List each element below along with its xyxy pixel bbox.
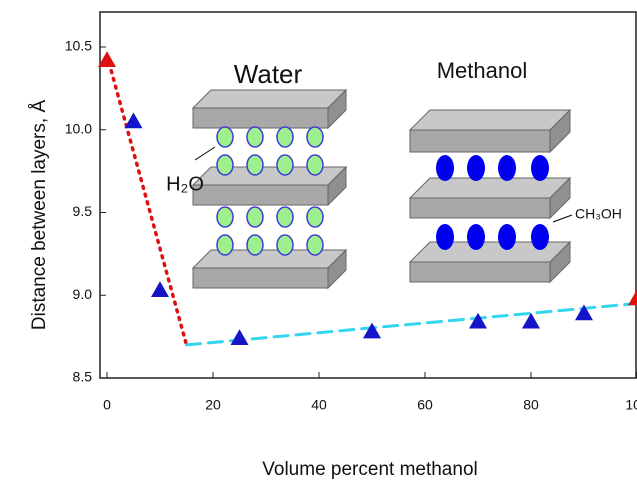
water-molecule [276, 206, 294, 228]
slab-side [549, 108, 571, 154]
water-molecule [216, 206, 234, 228]
point [363, 322, 381, 339]
slab-top [408, 109, 572, 131]
water-molecule [216, 234, 234, 256]
water-molecule [306, 206, 324, 228]
y-tick-label: 10.5 [65, 38, 92, 54]
methanol-molecule [498, 155, 516, 181]
slab-side [549, 176, 571, 220]
point [98, 51, 116, 67]
slab-top [191, 249, 348, 269]
point [522, 312, 540, 329]
methanol-molecule [467, 155, 485, 181]
methanol-molecule [467, 224, 485, 250]
x-tick-label: 80 [523, 397, 539, 413]
x-tick-label: 0 [103, 397, 111, 413]
y-tick-label: 10.0 [65, 120, 92, 136]
slab-top [408, 177, 572, 199]
water-molecule [306, 126, 324, 148]
y-tick-label: 9.0 [73, 286, 93, 302]
pointer [552, 214, 573, 223]
slab-top [191, 89, 348, 109]
annotation: CH₃OH [575, 206, 622, 222]
water-molecule [216, 154, 234, 176]
y-axis-label: Distance between layers, Å [29, 100, 50, 331]
water-molecule [276, 234, 294, 256]
annotation: Methanol [437, 58, 528, 83]
slab-side [549, 240, 571, 284]
methanol-molecule [498, 224, 516, 250]
water-molecule [246, 206, 264, 228]
slab-front [409, 129, 551, 153]
water-molecule [246, 126, 264, 148]
annotation: Water [234, 59, 303, 89]
point [151, 281, 169, 298]
methanol-molecule [531, 155, 549, 181]
x-tick-label: 100 [625, 397, 637, 413]
methanol-molecule [436, 155, 454, 181]
methanol-molecule [531, 224, 549, 250]
slab-side [327, 165, 347, 207]
point [628, 289, 637, 306]
slab-side [327, 248, 347, 290]
x-tick-label: 40 [311, 397, 327, 413]
y-tick-label: 8.5 [73, 369, 93, 385]
water-molecule [246, 234, 264, 256]
x-tick-label: 20 [205, 397, 221, 413]
point [469, 312, 487, 329]
x-axis-label: Volume percent methanol [262, 459, 477, 480]
x-tick-label: 60 [417, 397, 433, 413]
water-molecule [246, 154, 264, 176]
fit-line [105, 53, 189, 347]
y-tick-label: 9.5 [73, 203, 93, 219]
point [575, 304, 593, 321]
water-molecule [306, 234, 324, 256]
slab-front [192, 107, 329, 129]
water-molecule [216, 126, 234, 148]
slab-front [192, 267, 329, 289]
water-molecule [276, 154, 294, 176]
methanol-molecule [436, 224, 454, 250]
slab-front [409, 261, 551, 283]
water-molecule [276, 126, 294, 148]
slab-top [191, 166, 348, 186]
slab-front [192, 184, 329, 206]
slab-side [327, 88, 347, 130]
slab-front [409, 197, 551, 219]
fit-line [185, 302, 637, 347]
illustration [191, 88, 573, 290]
point [124, 112, 143, 129]
plot-frame [99, 11, 637, 379]
annotation: H₂O [166, 173, 204, 195]
point [230, 329, 249, 346]
water-molecule [306, 154, 324, 176]
pointer [194, 146, 216, 161]
